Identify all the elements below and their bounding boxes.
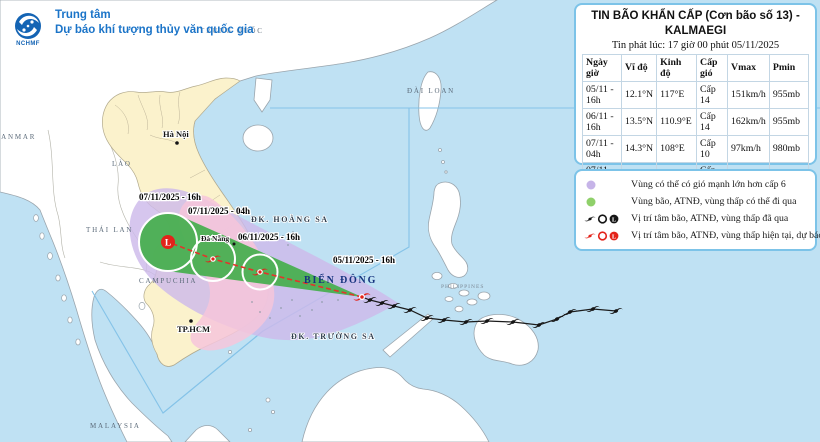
cell: 05/11 - 16h [582, 80, 622, 109]
track-label-0516: 05/11/2025 - 16h [333, 255, 395, 265]
geo-label-dai-loan: ĐÀI LOAN [407, 87, 455, 95]
org-name-line1: Trung tâm [55, 9, 111, 21]
nchmf-logo: NCHMF [8, 5, 48, 53]
cell: 955mb [768, 80, 810, 109]
forecast-storm-symbol-1 [252, 268, 268, 276]
nchmf-logo-text: NCHMF [16, 40, 40, 47]
city-label-da-nang: Đà Nẵng [201, 234, 229, 243]
track-label-0716: 07/11/2025 - 16h [139, 192, 201, 202]
islands-west [33, 214, 232, 354]
legend-row-past: L Vị trí tâm bão, ATNĐ, vùng thấp đã qua [583, 210, 808, 227]
forecast-cone-green [138, 212, 362, 297]
cell: Cấp 14 [696, 80, 728, 109]
cell: 12.1°N [620, 80, 658, 109]
geo-label-campuchia: CAMPUCHIA [139, 277, 197, 285]
forecast-row: 07/11 - 04h 14.3°N 108°E Cấp 10 97km/h 9… [582, 134, 810, 163]
cell: 980mb [768, 134, 810, 163]
city-label-ha-noi: Hà Nội [163, 129, 189, 139]
city-markers [175, 141, 236, 323]
org-name: Trung tâm Dự báo khí tượng thủy văn quốc… [55, 5, 254, 38]
forecast-track-line [167, 241, 363, 298]
cell: 151km/h [727, 80, 770, 109]
nchmf-logo-icon [15, 12, 41, 39]
legend-panel: Vùng có thể có gió mạnh lớn hơn cấp 6 Vù… [574, 169, 820, 251]
geo-label-philippines: PHILIPPINES [441, 284, 484, 290]
cell: Cấp 14 [696, 107, 728, 136]
geo-label-thai-lan: THÁI LAN [86, 226, 133, 234]
forecast-row: 05/11 - 16h 12.1°N 117°E Cấp 14 151km/h … [582, 80, 810, 109]
legend-row-current: L Vị trí tâm bão, ATNĐ, vùng thấp hiện t… [583, 227, 820, 244]
geo-label-lao: LÀO [112, 160, 132, 168]
islands-east [247, 71, 539, 442]
forecast-table-header-row: Ngày giờ Vĩ độ Kinh độ Cấp gió Vmax Pmin [582, 53, 810, 82]
legend-label: Vị trí tâm bão, ATNĐ, vùng thấp đã qua [631, 213, 789, 224]
forecast-storm-symbol-2 [205, 255, 221, 263]
svg-text:L: L [612, 216, 617, 223]
col-header-pmin: Pmin [768, 53, 810, 82]
col-header-cap-gio: Cấp gió [696, 53, 728, 82]
cell: 14.3°N [620, 134, 658, 163]
col-header-vi-do: Vĩ độ [620, 53, 658, 82]
purple-zone-dot-icon [586, 180, 596, 189]
track-label-0616: 06/11/2025 - 16h [238, 232, 300, 242]
legend-label: Vùng bão, ATNĐ, vùng thấp có thể đi qua [631, 196, 797, 207]
cell: 13.5°N [620, 107, 658, 136]
bulletin-title: TIN BÃO KHẨN CẤP (Cơn bão số 13) - KALMA… [591, 10, 800, 37]
geo-label-truong-sa: ĐK. TRƯỜNG SA [291, 331, 376, 341]
city-label-tphcm: TP.HCM [177, 324, 210, 334]
legend-label: Vùng có thể có gió mạnh lớn hơn cấp 6 [631, 179, 786, 190]
branding: NCHMF Trung tâm Dự báo khí tượng thủy vă… [8, 5, 254, 53]
svg-text:L: L [165, 239, 171, 249]
geo-label-myanmar: MYANMAR [0, 133, 36, 141]
track-label-0704: 07/11/2025 - 04h [188, 206, 250, 216]
cell: 162km/h [727, 107, 770, 136]
cell: 955mb [768, 107, 810, 136]
cell: 108°E [656, 134, 697, 163]
cell: 117°E [656, 80, 697, 109]
cell: 06/11 - 16h [582, 107, 622, 136]
bulletin-issued-time: Tin phát lúc: 17 giờ 00 phút 05/11/2025 [611, 39, 780, 51]
black-storm-symbols-icon: L [584, 213, 619, 223]
org-name-line2: Dự báo khí tượng thủy văn quốc gia [55, 23, 254, 36]
position-circles [138, 212, 279, 291]
legend-row-wind-zone: Vùng có thể có gió mạnh lớn hơn cấp 6 [583, 176, 808, 193]
col-header-vmax: Vmax [727, 53, 770, 82]
archipelago-dots [251, 231, 339, 319]
geo-label-trung-quoc: TRUNG QUỐC [200, 27, 264, 35]
svg-text:L: L [612, 233, 617, 240]
geo-label-malaysia: MALAYSIA [90, 422, 141, 430]
red-storm-symbols-icon: L [584, 230, 619, 240]
col-header-ngay-gio: Ngày giờ [582, 53, 622, 82]
geo-label-bien-dong: BIỂN ĐÔNG [304, 273, 377, 286]
forecast-table: Ngày giờ Vĩ độ Kinh độ Cấp gió Vmax Pmin… [582, 53, 810, 190]
bulletin-panel: TIN BÃO KHẨN CẤP (Cơn bão số 13) - KALMA… [574, 3, 817, 190]
legend-label: Vị trí tâm bão, ATNĐ, vùng thấp hiện tại… [631, 230, 820, 241]
forecast-row: 06/11 - 16h 13.5°N 110.9°E Cấp 14 162km/… [582, 107, 810, 136]
cell: 07/11 - 04h [582, 134, 622, 163]
geo-label-hoang-sa: ĐK. HOÀNG SA [251, 214, 329, 224]
cell: 110.9°E [656, 107, 697, 136]
col-header-kinh-do: Kinh độ [656, 53, 697, 82]
green-zone-dot-icon [586, 197, 596, 206]
cell: Cấp 10 [696, 134, 728, 163]
forecast-low-symbol: L [161, 235, 175, 249]
cell: 97km/h [727, 134, 770, 163]
legend-row-cone: Vùng bão, ATNĐ, vùng thấp có thể đi qua [583, 193, 808, 210]
current-storm-symbol [353, 293, 371, 301]
